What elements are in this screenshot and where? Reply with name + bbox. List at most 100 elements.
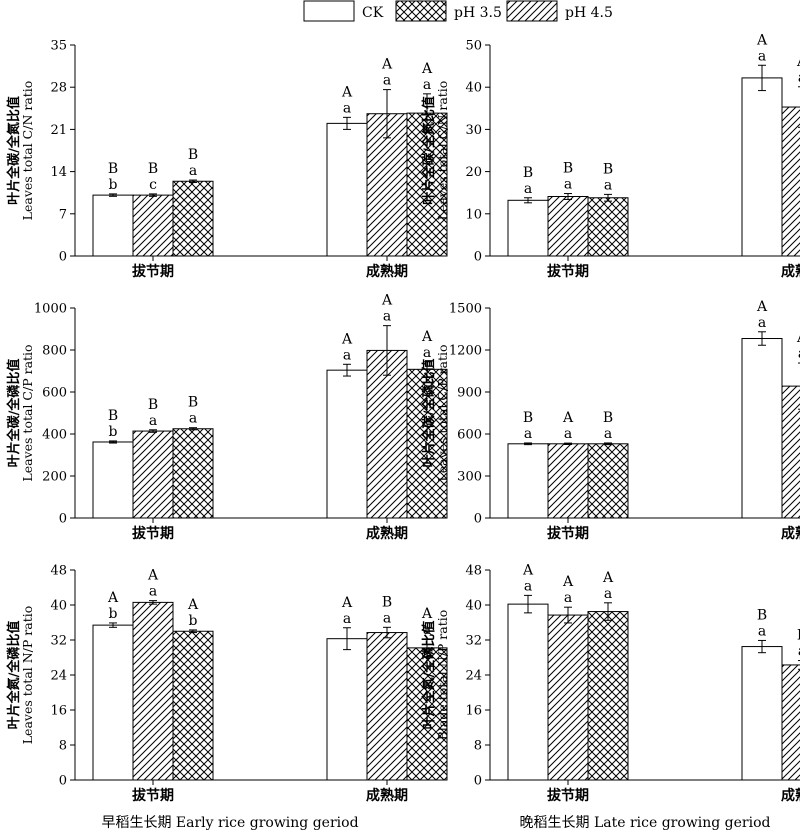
bar [781,385,800,519]
significance-upper: A [522,562,534,578]
y-tick-label: 400 [42,428,67,443]
y-tick-label: 48 [50,564,67,579]
y-tick-label: 0 [59,774,67,789]
legend-swatch-ck [303,0,355,22]
y-axis-title-en: Leaves total C/P ratio [435,344,450,481]
y-tick-label: 24 [465,669,482,684]
y-tick-label: 300 [457,470,482,485]
significance-lower: a [423,622,431,638]
y-tick-label: 24 [50,669,67,684]
legend-label-ph45: pH 4.5 [565,5,613,21]
column-title-left: 早稻生长期 Early rice growing geriod [101,815,358,831]
significance-upper: A [381,57,393,73]
category-label: 拔节期 [132,263,174,280]
y-axis-title-cn: 叶片全碳/全氮比值 [421,96,437,205]
bar [132,430,174,519]
significance-upper: B [563,161,573,177]
significance-lower: c [149,177,157,193]
significance-upper: B [757,607,767,623]
significance-lower: a [189,163,197,179]
bar [547,195,589,257]
category-label: 拔节期 [547,787,589,804]
significance-upper: A [147,568,159,584]
significance-lower: a [524,181,532,197]
bar [781,664,800,781]
significance-lower: a [149,584,157,600]
y-tick-label: 40 [50,599,67,614]
significance-upper: A [421,606,433,622]
y-axis-title-cn: 叶片全氮/全磷比值 [421,621,437,730]
significance-lower: a [604,586,612,602]
significance-lower: a [758,315,766,331]
significance-lower: a [798,644,800,660]
bar [92,194,134,257]
y-tick-label: 1500 [449,302,482,317]
category-label: 成熟期 [781,525,800,542]
category-label: 成熟期 [366,787,408,804]
significance-lower: a [343,100,351,116]
significance-upper: B [523,410,533,426]
y-axis-title-cn: 叶片全氮/全磷比值 [6,621,22,730]
significance-lower: a [604,177,612,193]
significance-upper: A [562,574,574,590]
legend-swatch-ph45 [506,0,558,22]
y-tick-label: 8 [474,739,482,754]
y-tick-label: 30 [465,123,482,138]
y-tick-label: 40 [465,81,482,96]
y-axis-title-en: Leaves total N/P ratio [20,606,35,745]
legend-item-ph35: pH 3.5 [395,0,502,22]
y-tick-label: 0 [474,774,482,789]
y-tick-label: 14 [50,165,67,180]
y-tick-label: 8 [59,739,67,754]
significance-upper: B [108,161,118,177]
significance-upper: A [562,410,574,426]
y-tick-label: 35 [50,39,67,54]
legend-item-ph45: pH 4.5 [506,0,613,22]
significance-upper: A [187,597,199,613]
y-axis-title-en: Blade total N/P ratio [435,610,450,741]
category-label: 成熟期 [366,525,408,542]
significance-upper: A [796,54,800,70]
significance-lower: b [109,606,118,622]
y-tick-label: 800 [42,344,67,359]
significance-upper: B [188,395,198,411]
bar [92,624,134,781]
bar [741,338,783,519]
significance-lower: a [564,590,572,606]
y-tick-label: 20 [465,165,482,180]
bar [507,443,549,519]
bar [326,122,368,257]
significance-upper: B [108,408,118,424]
y-axis-title-cn: 叶片全碳/全磷比值 [421,359,437,468]
category-label: 拔节期 [132,787,174,804]
bar [326,369,368,519]
bar [406,647,448,781]
significance-upper: A [602,570,614,586]
significance-lower: a [423,345,431,361]
y-tick-label: 16 [465,704,482,719]
legend-label-ph35: pH 3.5 [454,5,502,21]
bar [132,194,174,257]
y-axis-title-cn: 叶片全碳/全磷比值 [6,359,22,468]
significance-lower: a [423,77,431,93]
legend-label-ck: CK [362,5,384,21]
y-tick-label: 900 [457,386,482,401]
category-label: 成熟期 [781,787,800,804]
significance-lower: a [604,426,612,442]
y-axis-title-cn: 叶片全碳/全氮比值 [6,96,22,205]
y-tick-label: 48 [465,564,482,579]
legend-swatch-ph35 [395,0,447,22]
y-tick-label: 600 [42,386,67,401]
y-tick-label: 600 [457,428,482,443]
significance-upper: A [381,293,393,309]
significance-lower: a [524,426,532,442]
y-axis-title-en: Leaves total C/N ratio [20,81,35,221]
y-tick-label: 0 [474,250,482,265]
significance-lower: b [109,424,118,440]
bar [547,614,589,781]
significance-upper: A [107,590,119,606]
